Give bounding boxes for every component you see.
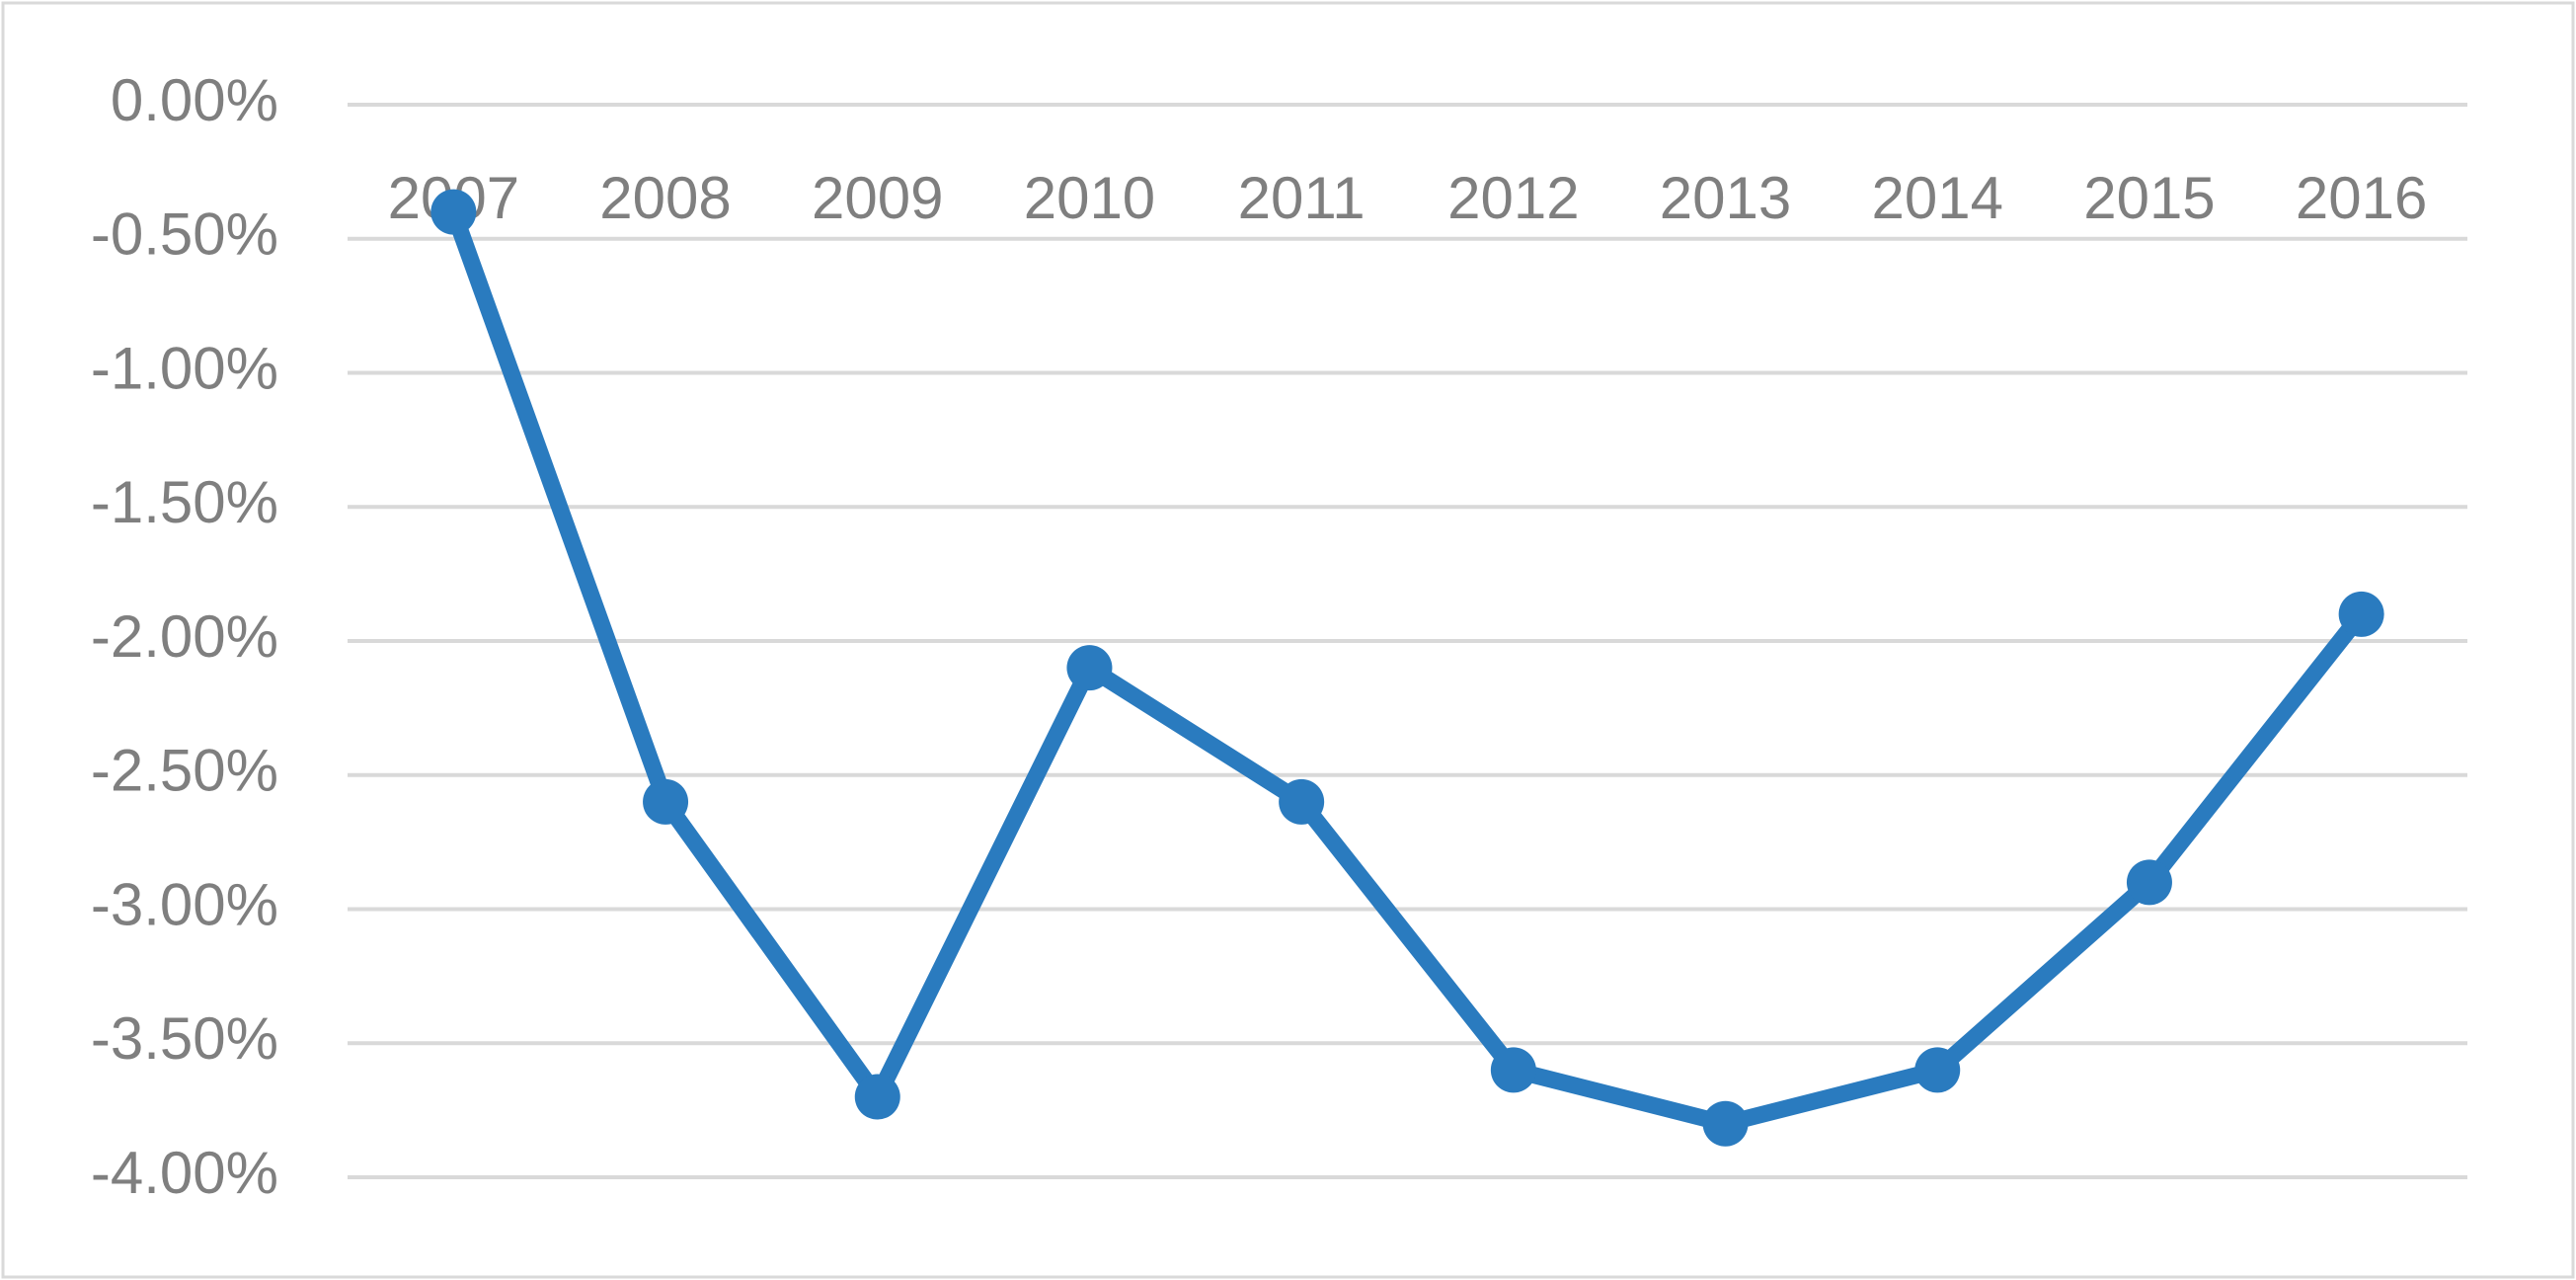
x-tick-label: 2013 (1660, 165, 1791, 231)
x-tick-label: 2012 (1447, 165, 1579, 231)
y-tick-label: -1.50% (91, 469, 278, 535)
y-tick-label: -1.00% (91, 335, 278, 401)
data-point (2338, 591, 2384, 637)
data-point (643, 778, 689, 825)
data-point (2126, 859, 2172, 906)
x-tick-label: 2010 (1024, 165, 1155, 231)
y-tick-label: -0.50% (91, 201, 278, 268)
y-tick-label: -2.00% (91, 603, 278, 670)
x-tick-label: 2014 (1872, 165, 2003, 231)
y-tick-label: -3.00% (91, 871, 278, 937)
y-tick-label: -2.50% (91, 738, 278, 804)
data-point (1066, 645, 1113, 691)
data-point (1914, 1047, 1961, 1093)
x-tick-label: 2011 (1238, 165, 1366, 231)
data-line (445, 208, 2369, 1133)
y-tick-label: 0.00% (111, 67, 278, 133)
x-tick-label: 2015 (2083, 165, 2215, 231)
data-point (430, 189, 477, 235)
x-tick-label: 2016 (2296, 165, 2427, 231)
data-point (854, 1074, 900, 1120)
data-point (1279, 778, 1325, 825)
x-tick-label: 2009 (812, 165, 943, 231)
x-tick-label: 2008 (599, 165, 731, 231)
data-point (1490, 1047, 1536, 1093)
y-tick-label: -3.50% (91, 1005, 278, 1072)
data-point (1702, 1100, 1749, 1147)
y-tick-label: -4.00% (91, 1140, 278, 1206)
